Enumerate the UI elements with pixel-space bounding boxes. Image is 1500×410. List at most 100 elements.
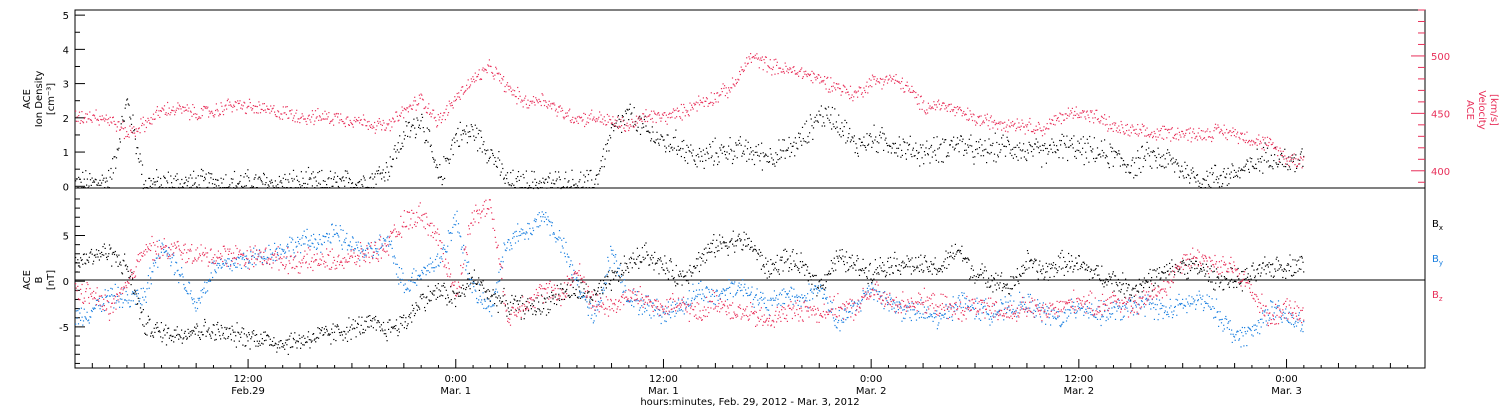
density-point (686, 144, 688, 146)
bx-point (582, 295, 584, 297)
density-point (550, 187, 552, 189)
density-point (569, 187, 571, 189)
density-point (532, 187, 535, 190)
velocity-point (645, 109, 647, 111)
density-point (527, 187, 529, 189)
bx-point (152, 336, 155, 338)
density-point (1111, 147, 1114, 149)
bx-point (543, 297, 545, 299)
density-point (1217, 182, 1219, 184)
velocity-point (109, 116, 111, 118)
velocity-point (1119, 132, 1121, 134)
velocity-point (1133, 129, 1135, 131)
density-point (328, 177, 330, 179)
velocity-point (1186, 129, 1188, 131)
bx-point (737, 239, 739, 241)
bx-point (393, 326, 395, 328)
bx-point (587, 291, 589, 293)
velocity-point (824, 83, 826, 85)
bx-point (794, 265, 796, 267)
bx-point (94, 254, 96, 256)
density-point (87, 187, 89, 189)
density-point (483, 141, 485, 143)
time-tick-date: Mar. 3 (1271, 386, 1302, 397)
density-point (541, 187, 543, 189)
bx-point (834, 263, 836, 265)
velocity-point (774, 73, 776, 75)
velocity-point (1115, 122, 1117, 124)
velocity-point (164, 113, 166, 115)
bx-point (1238, 278, 1240, 280)
density-point (942, 138, 944, 140)
density-point (408, 121, 410, 123)
density-point (682, 148, 684, 150)
density-point (458, 145, 461, 147)
velocity-point (342, 121, 344, 123)
density-point (766, 161, 768, 163)
density-point (234, 187, 236, 189)
velocity-point (473, 78, 475, 80)
bx-point (672, 269, 674, 271)
velocity-point (93, 114, 95, 116)
velocity-point (1200, 130, 1202, 132)
density-point (922, 144, 924, 146)
bx-point (1134, 287, 1136, 290)
density-point (1008, 143, 1010, 146)
density-point (975, 149, 977, 151)
bx-point (665, 262, 667, 264)
bx-point (864, 267, 866, 269)
velocity-point (193, 113, 195, 115)
velocity-point (634, 121, 636, 123)
velocity-point (756, 53, 758, 55)
bx-point (521, 294, 523, 297)
bx-point (846, 262, 848, 264)
bx-point (654, 251, 656, 253)
density-point (1229, 173, 1231, 175)
density-point (94, 178, 96, 180)
velocity-point (1260, 142, 1262, 144)
velocity-point (156, 109, 158, 111)
density-point (210, 177, 212, 179)
bx-point (838, 255, 840, 257)
bx-point (586, 296, 588, 298)
bx-point (816, 295, 818, 297)
density-point (1272, 168, 1274, 170)
velocity-point (1182, 133, 1184, 135)
bx-point (849, 266, 851, 268)
velocity-point (1015, 127, 1018, 130)
density-point (1090, 150, 1092, 152)
velocity-point (446, 105, 448, 107)
bx-point (115, 261, 117, 263)
velocity-point (933, 101, 935, 103)
velocity-point (1216, 127, 1218, 129)
bx-point (288, 338, 290, 340)
density-point (883, 149, 885, 151)
density-tick-label: 2 (63, 114, 69, 125)
density-point (263, 172, 265, 174)
velocity-point (512, 89, 514, 91)
density-point (1279, 161, 1281, 163)
density-point (124, 107, 126, 109)
bx-point (933, 267, 936, 269)
density-point (569, 187, 571, 189)
velocity-point (325, 118, 327, 120)
bx-point (1224, 277, 1226, 279)
bx-point (573, 293, 575, 295)
bx-point (956, 251, 958, 253)
velocity-point (410, 108, 413, 110)
bx-point (879, 257, 881, 259)
bx-point (149, 318, 151, 320)
density-point (764, 153, 767, 155)
bx-point (1187, 272, 1189, 274)
density-point (1006, 136, 1008, 138)
bx-point (98, 259, 100, 261)
bx-point (871, 282, 873, 284)
velocity-point (1252, 140, 1254, 142)
density-point (75, 178, 77, 180)
velocity-point (509, 85, 511, 87)
bx-point (1009, 288, 1011, 290)
velocity-point (552, 103, 554, 105)
velocity-point (864, 91, 867, 94)
bx-point (534, 310, 536, 312)
density-point (302, 177, 304, 179)
